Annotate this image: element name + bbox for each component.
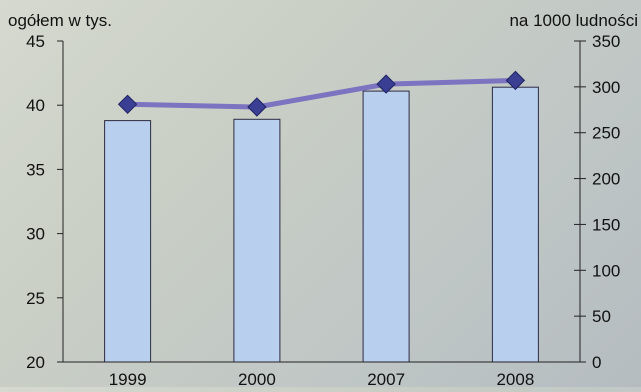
- left-tick-label-25: 25: [26, 289, 45, 308]
- left-tick-label-40: 40: [26, 96, 45, 115]
- x-tick-label-2007: 2007: [367, 370, 405, 387]
- x-tick-label-2000: 2000: [238, 370, 276, 387]
- right-tick-label-300: 300: [592, 78, 620, 97]
- tick-labels-layer: 20 25 30 35 40 45 0 50 100 150 200 250 300 350 1999 200…: [26, 32, 620, 389]
- line-series: [125, 77, 518, 110]
- right-tick-label-200: 200: [592, 170, 620, 189]
- bar-2008: [491, 86, 539, 363]
- left-tick-label-30: 30: [26, 225, 45, 244]
- right-tick-label-0: 0: [592, 353, 601, 372]
- right-axis-label: na 1000 ludności: [509, 11, 638, 30]
- left-tick-label-45: 45: [26, 32, 45, 51]
- bars-layer: [104, 86, 539, 363]
- left-axis-label: ogółem w tys.: [8, 11, 112, 30]
- right-tick-label-250: 250: [592, 124, 620, 143]
- right-tick-label-350: 350: [592, 32, 620, 51]
- x-tick-label-1999: 1999: [109, 370, 147, 387]
- bar-1999: [104, 120, 152, 363]
- axes-layer: [57, 40, 586, 363]
- markers-layer: [117, 70, 526, 117]
- left-tick-label-35: 35: [26, 160, 45, 179]
- left-tick-label-20: 20: [26, 353, 45, 372]
- line-marker-2008: [505, 70, 526, 91]
- x-tick-label-2008: 2008: [496, 370, 534, 387]
- bar-2007: [362, 90, 410, 363]
- line-marker-2007: [376, 74, 396, 94]
- right-tick-label-100: 100: [592, 261, 620, 280]
- line-marker-2000: [247, 97, 267, 117]
- line-marker-1999: [117, 94, 138, 115]
- right-tick-label-150: 150: [592, 215, 620, 234]
- line-layer: [125, 77, 518, 110]
- right-tick-label-50: 50: [592, 307, 611, 326]
- bar-2000: [233, 118, 281, 363]
